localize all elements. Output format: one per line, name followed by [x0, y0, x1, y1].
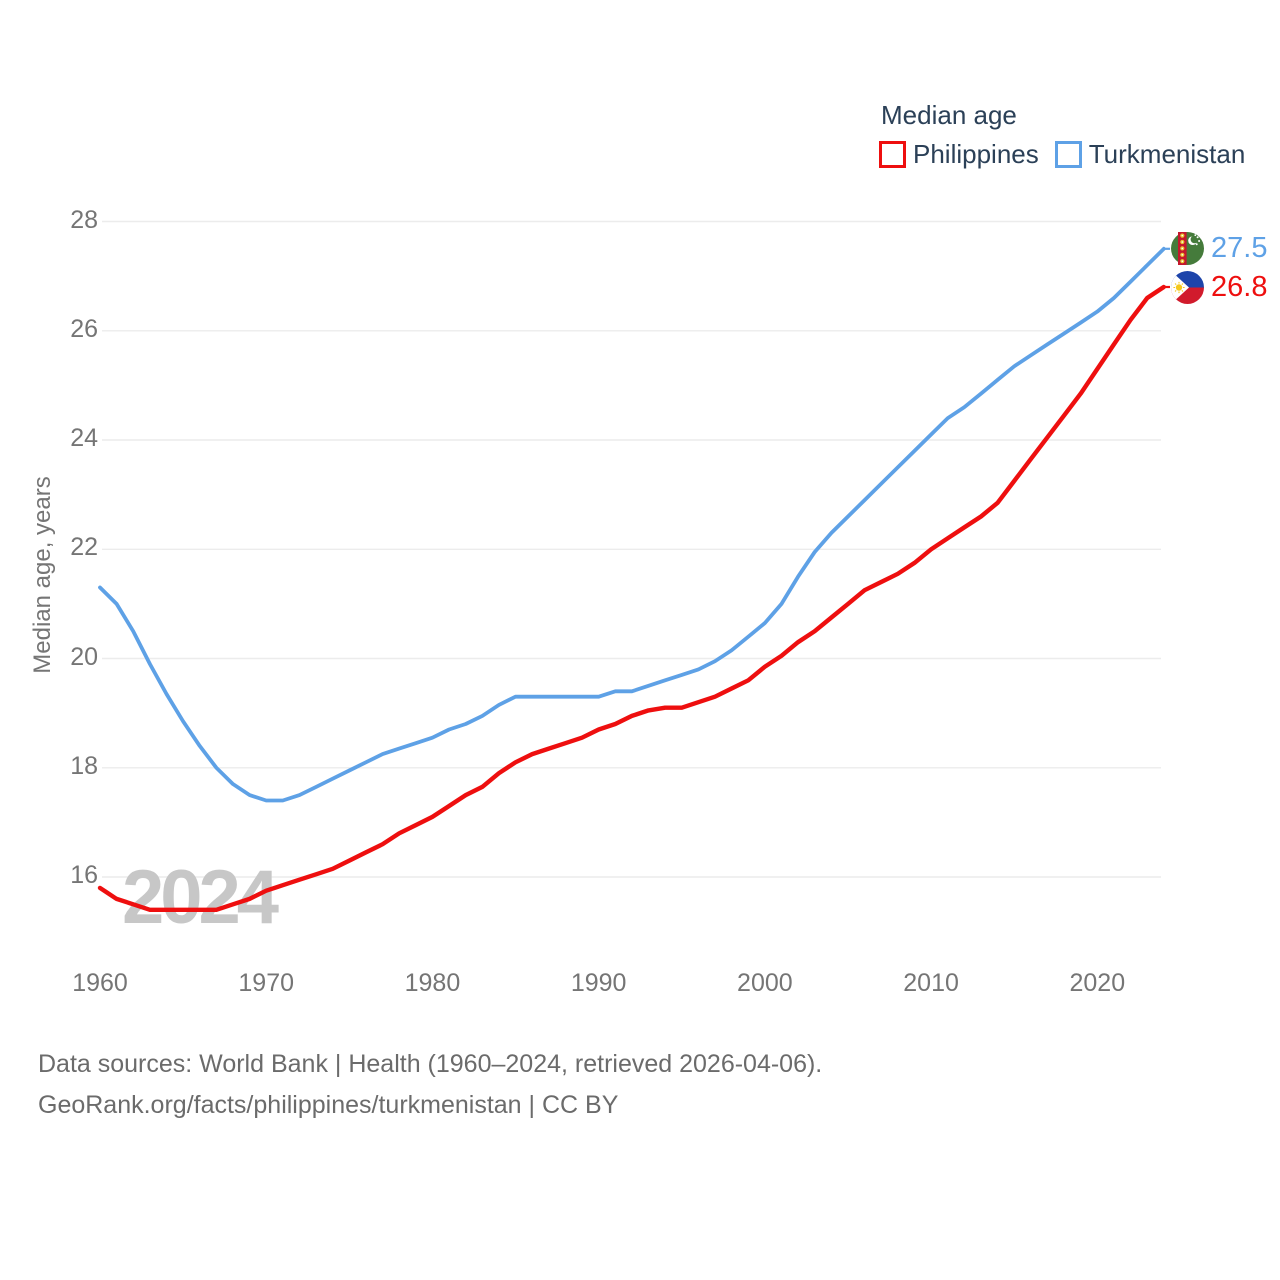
philippines-end-value: 26.8	[1211, 270, 1268, 303]
philippines-flag-icon	[1171, 270, 1204, 304]
x-tick-label-1980: 1980	[404, 969, 461, 997]
legend-label-philippines: Philippines	[913, 139, 1039, 169]
end-label-turkmenistan: 27.5	[1171, 231, 1267, 265]
series-line-philippines	[97, 284, 1167, 912]
footer: Data sources: World Bank | Health (1960–…	[38, 1044, 822, 1126]
x-tick-label-1990: 1990	[570, 969, 627, 997]
series-line-turkmenistan	[98, 246, 1166, 803]
x-tick-label-1960: 1960	[72, 969, 128, 997]
x-tick-label-2000: 2000	[737, 969, 793, 997]
attribution-url-text: GeoRank.org/facts/philippines/turkmenist…	[38, 1091, 619, 1119]
y-tick-label-24: 24	[70, 424, 98, 452]
turkmenistan-end-value: 27.5	[1211, 231, 1268, 264]
turkmenistan-flag-icon	[1171, 231, 1204, 265]
y-tick-label-28: 28	[70, 205, 98, 234]
y-tick-label-18: 18	[70, 751, 98, 780]
legend-item-turkmenistan[interactable]: Turkmenistan	[1054, 139, 1246, 170]
y-tick-label-22: 22	[70, 533, 98, 562]
x-tick-label-1970: 1970	[238, 969, 295, 997]
legend: Philippines Turkmenistan	[879, 139, 1261, 170]
x-tick-label-2010: 2010	[903, 969, 959, 997]
legend-label-turkmenistan: Turkmenistan	[1088, 139, 1246, 169]
philippines-series-swatch	[879, 141, 906, 168]
y-tick-label-20: 20	[70, 642, 98, 671]
legend-item-philippines[interactable]: Philippines	[879, 139, 1039, 170]
y-tick-label-26: 26	[70, 314, 98, 343]
turkmenistan-series-swatch	[1054, 141, 1082, 168]
data-sources-text: Data sources: World Bank | Health (1960–…	[38, 1050, 823, 1078]
end-label-philippines: 26.8	[1171, 270, 1267, 304]
y-tick-label-16: 16	[70, 861, 98, 889]
x-tick-label-2020: 2020	[1069, 969, 1126, 997]
y-axis-title: Median age, years	[29, 476, 56, 674]
legend-title: Median age	[881, 100, 1017, 130]
